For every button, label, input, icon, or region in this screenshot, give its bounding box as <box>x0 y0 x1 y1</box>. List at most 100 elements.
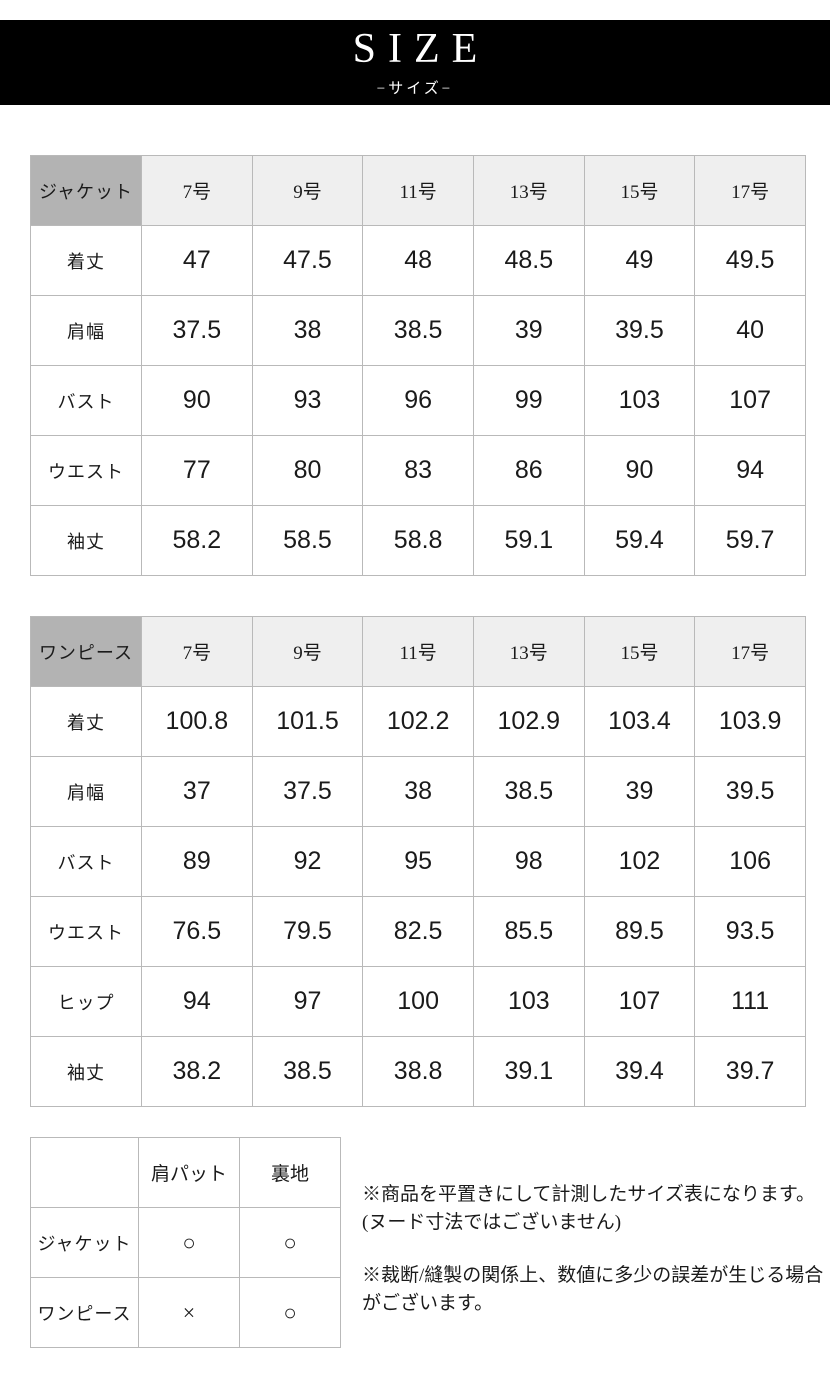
size-title: SIZE <box>352 25 490 72</box>
measurement-value: 48 <box>362 225 474 296</box>
measurement-value: 103.9 <box>694 686 806 757</box>
measurement-row: 袖丈 38.2 38.5 38.8 39.1 39.4 39.7 <box>30 1036 806 1107</box>
measurement-notes: ※商品を平置きにして計測したサイズ表になります。 (ヌード寸法ではございません) ※… <box>362 1137 830 1348</box>
measurement-value: 39.4 <box>583 1036 696 1107</box>
measurement-value: 39.5 <box>583 295 696 366</box>
note: ※裁断/縫製の関係上、数値に多少の誤差が生じる場合がございます。 <box>362 1262 830 1317</box>
measurement-value: 106 <box>694 826 806 897</box>
spec-row-label: ワンピース <box>30 1277 139 1348</box>
measurement-label: 袖丈 <box>30 505 142 576</box>
measurement-value: 38.5 <box>472 756 585 827</box>
measurement-value: 92 <box>251 826 364 897</box>
jacket-size-table: ジャケット 7号 9号 11号 13号 15号 17号 着丈 47 47.5 48 48.5 49 49.… <box>30 155 806 576</box>
measurement-row: バスト 89 92 95 98 102 106 <box>30 826 806 897</box>
spec-row: ワンピース × ○ <box>30 1277 341 1348</box>
size-column-header: 13号 <box>472 155 585 226</box>
size-column-header: 9号 <box>251 616 364 687</box>
onepiece-header-row: ワンピース 7号 9号 11号 13号 15号 17号 <box>30 616 806 687</box>
measurement-value: 101.5 <box>251 686 364 757</box>
size-column-header: 17号 <box>694 155 806 226</box>
onepiece-size-table: ワンピース 7号 9号 11号 13号 15号 17号 着丈 100.8 101.5 102.2 10… <box>30 616 806 1107</box>
measurement-value: 103 <box>472 966 585 1037</box>
measurement-value: 89.5 <box>583 896 696 967</box>
spec-row: ジャケット ○ ○ <box>30 1207 341 1278</box>
spec-column-header: 肩パット <box>138 1137 240 1208</box>
measurement-value: 39 <box>472 295 585 366</box>
measurement-value: 39.1 <box>472 1036 585 1107</box>
measurement-value: 47 <box>141 225 253 296</box>
size-header-banner: SIZE −サイズ− <box>0 20 830 105</box>
measurement-value: 103 <box>583 365 696 436</box>
measurement-label: 着丈 <box>30 686 142 757</box>
measurement-value: 39.5 <box>694 756 806 827</box>
note: ※商品を平置きにして計測したサイズ表になります。 (ヌード寸法ではございません) <box>362 1181 830 1236</box>
measurement-value: 48.5 <box>472 225 585 296</box>
measurement-value: 99 <box>472 365 585 436</box>
measurement-value: 102 <box>583 826 696 897</box>
onepiece-corner-label: ワンピース <box>30 616 142 687</box>
measurement-value: 107 <box>694 365 806 436</box>
measurement-value: 59.7 <box>694 505 806 576</box>
measurement-value: 111 <box>694 966 806 1037</box>
measurement-row: ヒップ 94 97 100 103 107 111 <box>30 966 806 1037</box>
measurement-value: 100 <box>362 966 474 1037</box>
measurement-label: 着丈 <box>30 225 142 296</box>
measurement-value: 39 <box>583 756 696 827</box>
note-line: ※商品を平置きにして計測したサイズ表になります。 <box>362 1184 815 1205</box>
measurement-value: 38 <box>362 756 474 827</box>
measurement-label: バスト <box>30 826 142 897</box>
size-column-header: 15号 <box>583 155 696 226</box>
jacket-corner-label: ジャケット <box>30 155 142 226</box>
measurement-value: 90 <box>583 435 696 506</box>
measurement-label: ウエスト <box>30 435 142 506</box>
measurement-value: 82.5 <box>362 896 474 967</box>
measurement-value: 38 <box>251 295 364 366</box>
size-column-header: 11号 <box>362 616 474 687</box>
measurement-value: 93 <box>251 365 364 436</box>
measurement-value: 102.2 <box>362 686 474 757</box>
spec-mark: × <box>138 1277 240 1348</box>
measurement-value: 37 <box>141 756 253 827</box>
measurement-value: 86 <box>472 435 585 506</box>
spec-corner-cell <box>30 1137 139 1208</box>
measurement-value: 95 <box>362 826 474 897</box>
size-column-header: 9号 <box>251 155 364 226</box>
measurement-value: 38.2 <box>141 1036 253 1107</box>
measurement-row: 袖丈 58.2 58.5 58.8 59.1 59.4 59.7 <box>30 505 806 576</box>
measurement-value: 103.4 <box>583 686 696 757</box>
size-subtitle: −サイズ− <box>376 80 454 97</box>
size-column-header: 7号 <box>141 155 253 226</box>
measurement-value: 38.8 <box>362 1036 474 1107</box>
measurement-value: 38.5 <box>362 295 474 366</box>
measurement-row: ウエスト 76.5 79.5 82.5 85.5 89.5 93.5 <box>30 896 806 967</box>
measurement-value: 38.5 <box>251 1036 364 1107</box>
measurement-value: 77 <box>141 435 253 506</box>
measurement-value: 94 <box>141 966 253 1037</box>
jacket-header-row: ジャケット 7号 9号 11号 13号 15号 17号 <box>30 155 806 226</box>
measurement-value: 39.7 <box>694 1036 806 1107</box>
measurement-label: 肩幅 <box>30 756 142 827</box>
measurement-value: 58.2 <box>141 505 253 576</box>
spec-mark: ○ <box>239 1207 341 1278</box>
measurement-value: 37.5 <box>141 295 253 366</box>
measurement-value: 58.5 <box>251 505 364 576</box>
measurement-value: 100.8 <box>141 686 253 757</box>
measurement-row: バスト 90 93 96 99 103 107 <box>30 365 806 436</box>
measurement-value: 85.5 <box>472 896 585 967</box>
size-column-header: 11号 <box>362 155 474 226</box>
measurement-row: 肩幅 37.5 38 38.5 39 39.5 40 <box>30 295 806 366</box>
size-column-header: 13号 <box>472 616 585 687</box>
spec-mark: ○ <box>239 1277 341 1348</box>
measurement-value: 102.9 <box>472 686 585 757</box>
size-chart-page: SIZE −サイズ− ジャケット 7号 9号 11号 13号 15号 17号 着丈 47 47.5… <box>0 20 830 1348</box>
measurement-value: 98 <box>472 826 585 897</box>
spec-column-header: 裏地 <box>239 1137 341 1208</box>
spec-row-label: ジャケット <box>30 1207 139 1278</box>
measurement-value: 40 <box>694 295 806 366</box>
measurement-value: 59.4 <box>583 505 696 576</box>
measurement-value: 89 <box>141 826 253 897</box>
bottom-section: 肩パット 裏地ジャケット ○ ○ ワンピース × ○ ※商品を平置きにして計測したサイズ表に… <box>30 1137 830 1348</box>
lining-shoulderpad-spec-table: 肩パット 裏地ジャケット ○ ○ ワンピース × ○ <box>30 1137 341 1348</box>
measurement-row: 着丈 100.8 101.5 102.2 102.9 103.4 103.9 <box>30 686 806 757</box>
measurement-label: 袖丈 <box>30 1036 142 1107</box>
